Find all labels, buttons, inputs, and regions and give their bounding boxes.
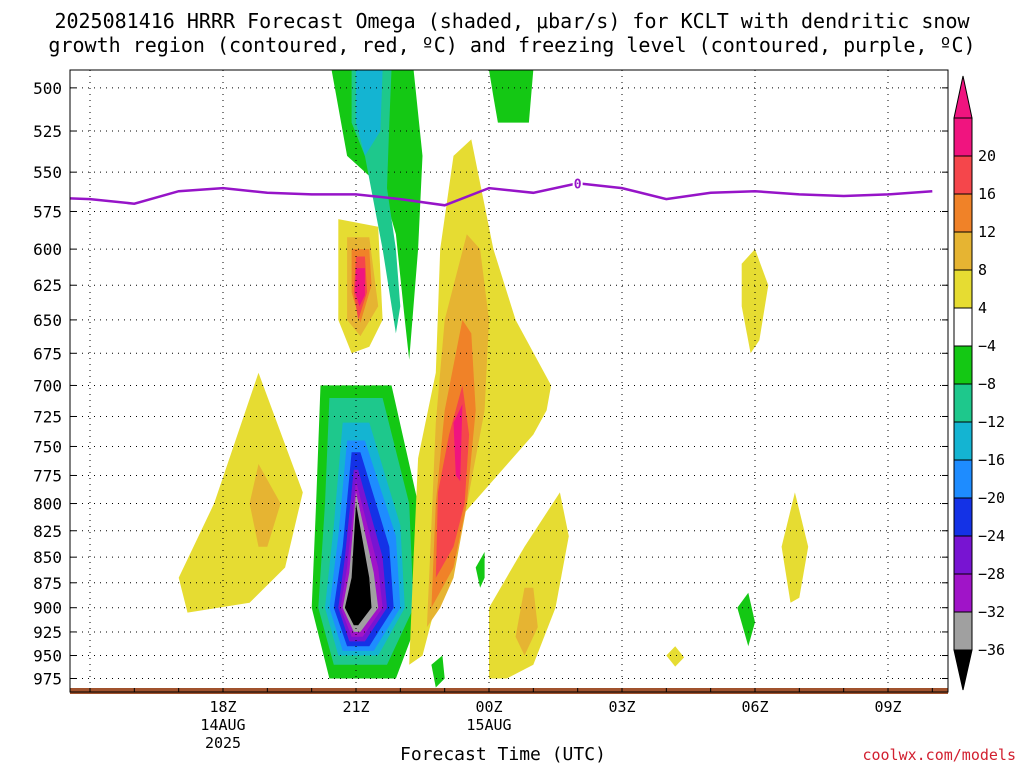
- x-tick-label: 21Z: [342, 698, 369, 716]
- x-axis-label: Forecast Time (UTC): [400, 744, 606, 765]
- omega-region-descent-tiny-2: [741, 249, 769, 354]
- freezing-level-line: [70, 182, 933, 207]
- y-tick-label: 800: [33, 495, 62, 514]
- x-tick-label: 00Z: [475, 698, 502, 716]
- omega-region-descent-tiny-3: [781, 492, 809, 603]
- colorbar-swatch: [953, 155, 973, 195]
- credit-link[interactable]: coolwx.com/models: [862, 746, 1016, 764]
- colorbar-top-arrow: [953, 75, 973, 119]
- colorbar-swatch: [953, 307, 973, 347]
- colorbar-label: 4: [978, 299, 987, 317]
- chart-title-line2: growth region (contoured, red, ºC) and f…: [48, 33, 976, 57]
- colorbar-label: 8: [978, 261, 987, 279]
- colorbar-label: −24: [978, 527, 1005, 545]
- colorbar-label: 16: [978, 185, 996, 203]
- omega-region-ascent-core-black: [344, 503, 372, 626]
- y-tick-label: 750: [33, 437, 62, 456]
- colorbar-label: −16: [978, 451, 1005, 469]
- colorbar-bottom-arrow: [953, 649, 973, 691]
- omega-region-descent-tiny-1: [666, 646, 685, 667]
- x-tick-label: 09Z: [874, 698, 901, 716]
- colorbar-swatch: [953, 535, 973, 575]
- y-tick-label: 625: [33, 276, 62, 295]
- y-tick-label: 775: [33, 466, 62, 485]
- y-tick-label: 600: [33, 240, 62, 259]
- x-tick-date: 14AUG: [200, 716, 245, 734]
- colorbar-label: −20: [978, 489, 1005, 507]
- colorbar-swatch: [953, 573, 973, 613]
- colorbar-swatch: [953, 497, 973, 537]
- freezing-level-label-bg: [572, 175, 583, 190]
- omega-region-descent-low-right-8: [515, 587, 538, 656]
- plot-frame: [69, 69, 949, 693]
- omega-region-ascent-tiny-3: [737, 592, 755, 647]
- y-tick-label: 900: [33, 599, 62, 618]
- colorbar-swatch: [953, 193, 973, 233]
- y-tick-label: 675: [33, 344, 62, 363]
- y-tick-label: 650: [33, 311, 62, 330]
- x-tick-date: 15AUG: [466, 716, 511, 734]
- omega-region-descent-left-core: [249, 464, 281, 547]
- colorbar-label: −4: [978, 337, 996, 355]
- x-tick-label: 18Z: [209, 698, 236, 716]
- colorbar-label: 12: [978, 223, 996, 241]
- omega-region-descent-left: [178, 372, 303, 613]
- y-tick-label: 975: [33, 669, 62, 688]
- omega-region-ascent-tiny-1: [475, 551, 485, 588]
- x-tick-label: 03Z: [608, 698, 635, 716]
- omega-region-descent-main-20: [453, 404, 463, 482]
- y-tick-label: 950: [33, 647, 62, 666]
- colorbar-swatch: [953, 611, 973, 651]
- omega-region-ascent-tiny-2: [431, 655, 445, 688]
- y-tick-label: 850: [33, 548, 62, 567]
- colorbar-swatch: [953, 117, 973, 157]
- colorbar-label: −36: [978, 641, 1005, 659]
- colorbar-label: 20: [978, 147, 996, 165]
- y-tick-label: 925: [33, 623, 62, 642]
- x-tick-year: 2025: [205, 734, 241, 752]
- colorbar-label: −12: [978, 413, 1005, 431]
- colorbar-label: −8: [978, 375, 996, 393]
- y-tick-label: 725: [33, 407, 62, 426]
- y-tick-label: 575: [33, 202, 62, 221]
- colorbar-swatch: [953, 421, 973, 461]
- colorbar-swatch: [953, 345, 973, 385]
- y-tick-label: 875: [33, 574, 62, 593]
- colorbar-label: −32: [978, 603, 1005, 621]
- chart-title-line1: 2025081416 HRRR Forecast Omega (shaded, …: [54, 9, 970, 33]
- freezing-level-label: 0: [574, 177, 582, 192]
- y-tick-label: 500: [33, 79, 62, 98]
- colorbar-swatch: [953, 231, 973, 271]
- omega-region-ascent-top-right: [489, 70, 534, 123]
- y-tick-label: 825: [33, 522, 62, 541]
- x-tick-label: 06Z: [741, 698, 768, 716]
- ground-strip: [70, 688, 948, 694]
- y-tick-label: 550: [33, 163, 62, 182]
- omega-region-descent-low-right: [489, 492, 569, 679]
- omega-region-ascent-upper-16: [356, 70, 383, 156]
- colorbar-swatch: [953, 383, 973, 423]
- omega-region-ascent-upper-8: [331, 70, 423, 360]
- y-tick-label: 700: [33, 376, 62, 395]
- y-tick-label: 525: [33, 122, 62, 141]
- colorbar-swatch: [953, 269, 973, 309]
- colorbar-label: −28: [978, 565, 1005, 583]
- omega-region-descent-upper-20: [355, 268, 365, 307]
- colorbar-swatch: [953, 459, 973, 499]
